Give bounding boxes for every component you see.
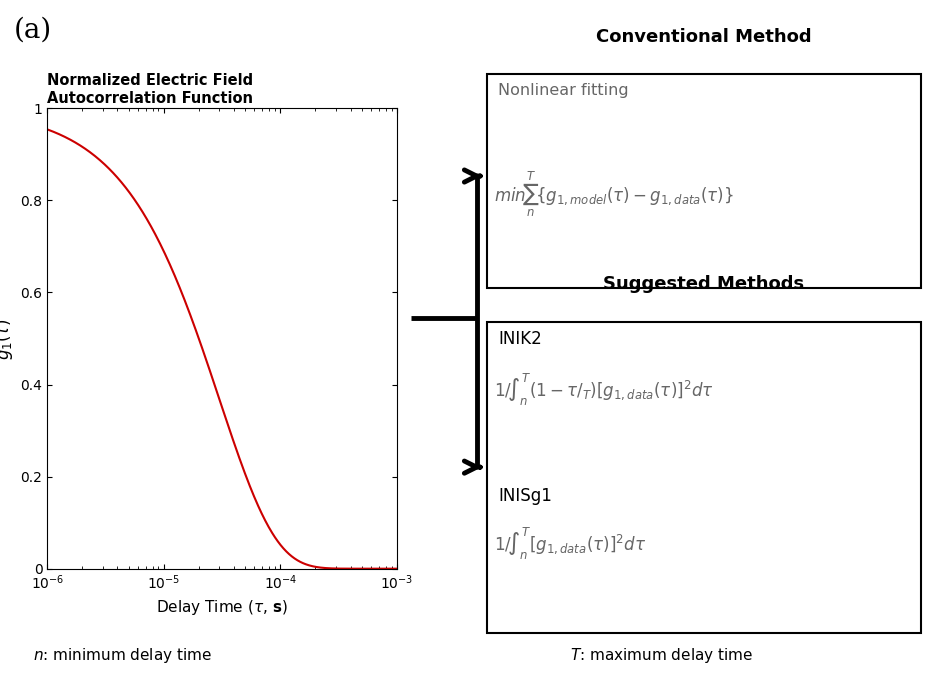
Text: $min\!\sum_{n}^{T}\!\{g_{1,model}(\tau)-g_{1,data}(\tau)\}$: $min\!\sum_{n}^{T}\!\{g_{1,model}(\tau)-…	[494, 169, 733, 219]
Text: INIK2: INIK2	[497, 330, 541, 348]
Text: INISg1: INISg1	[497, 487, 551, 506]
Text: Normalized Electric Field
Autocorrelation Function: Normalized Electric Field Autocorrelatio…	[47, 73, 253, 106]
Text: Conventional Method: Conventional Method	[596, 28, 811, 46]
Text: Suggested Methods: Suggested Methods	[603, 276, 803, 293]
Text: (a): (a)	[14, 17, 52, 44]
FancyBboxPatch shape	[486, 322, 920, 633]
X-axis label: Delay Time $(\tau$, $\mathbf{s})$: Delay Time $(\tau$, $\mathbf{s})$	[156, 598, 288, 617]
FancyBboxPatch shape	[486, 74, 920, 288]
Text: $1/\!\int_{n}^{T}(1-\tau/_{T})[g_{1,data}(\tau)]^{2}d\tau$: $1/\!\int_{n}^{T}(1-\tau/_{T})[g_{1,data…	[494, 372, 713, 408]
Y-axis label: $g_1(\tau)$: $g_1(\tau)$	[0, 318, 15, 359]
Text: $\mathit{n}$: minimum delay time: $\mathit{n}$: minimum delay time	[33, 646, 212, 665]
Text: Nonlinear fitting: Nonlinear fitting	[497, 83, 628, 97]
Text: $1/\!\int_{n}^{T}[g_{1,data}(\tau)]^{2}d\tau$: $1/\!\int_{n}^{T}[g_{1,data}(\tau)]^{2}d…	[494, 526, 646, 562]
Text: $\mathit{T}$: maximum delay time: $\mathit{T}$: maximum delay time	[569, 646, 752, 665]
